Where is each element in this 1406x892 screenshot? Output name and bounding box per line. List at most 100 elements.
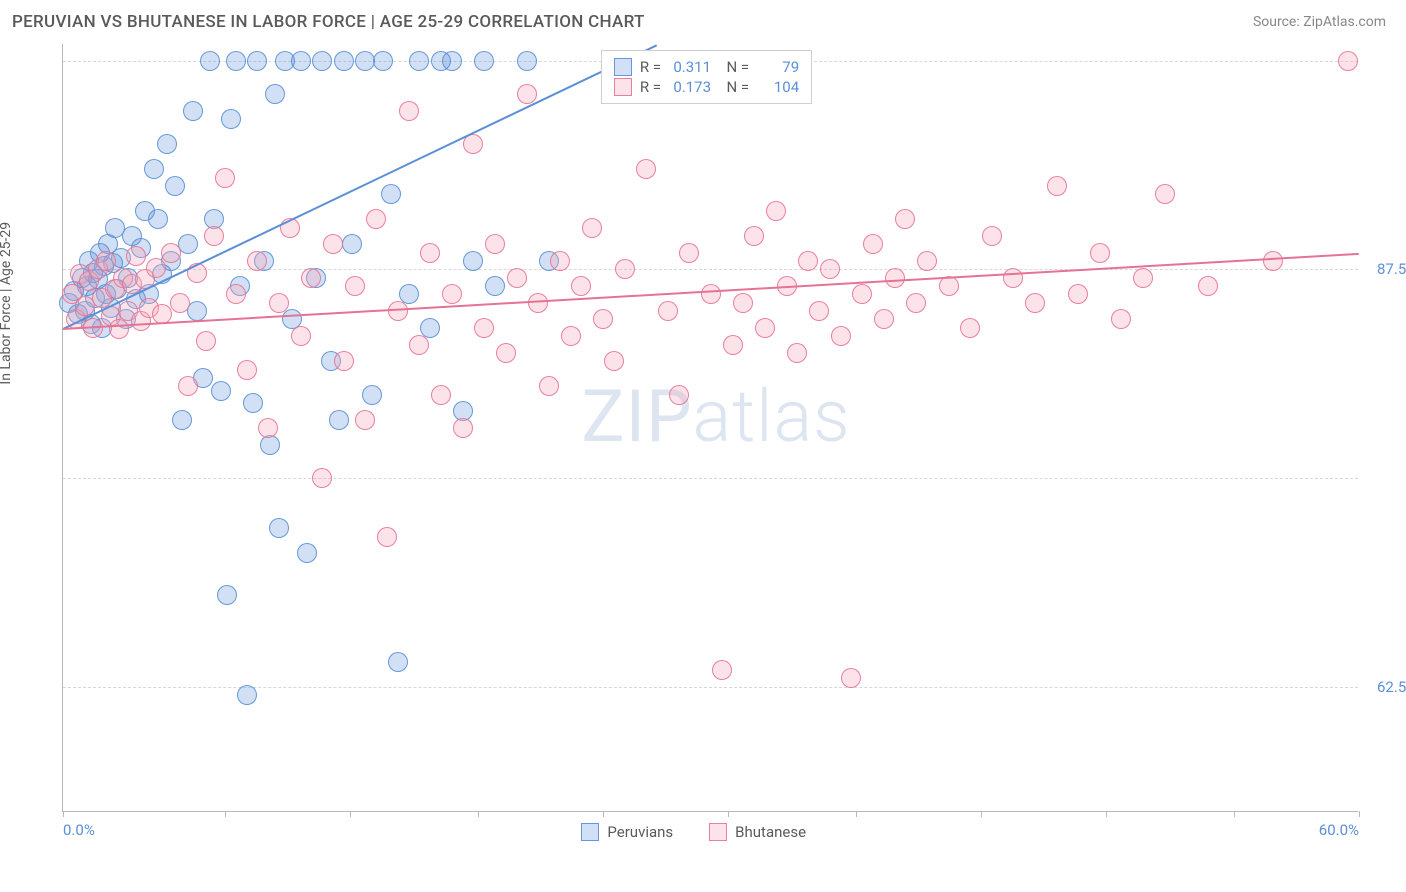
- data-point: [265, 84, 285, 104]
- stats-n-label: N =: [719, 58, 749, 76]
- stats-n-label: N =: [719, 78, 749, 96]
- data-point: [362, 385, 382, 405]
- x-tick: [1234, 811, 1235, 817]
- data-point: [144, 159, 164, 179]
- stats-r-value: 0.311: [669, 58, 711, 76]
- stats-row: R =0.311 N =79: [614, 57, 799, 77]
- data-point: [431, 385, 451, 405]
- data-point: [442, 284, 462, 304]
- data-point: [679, 243, 699, 263]
- data-point: [517, 51, 537, 71]
- legend-label: Peruvians: [607, 823, 673, 841]
- data-point: [399, 101, 419, 121]
- data-point: [146, 258, 166, 278]
- data-point: [474, 51, 494, 71]
- data-point: [237, 685, 257, 705]
- data-point: [211, 381, 231, 401]
- data-point: [1198, 276, 1218, 296]
- data-point: [1111, 309, 1131, 329]
- data-point: [496, 343, 516, 363]
- x-tick: [1106, 811, 1107, 817]
- data-point: [539, 376, 559, 396]
- data-point: [1047, 176, 1067, 196]
- watermark: ZIPatlas: [581, 374, 850, 459]
- data-point: [701, 284, 721, 304]
- y-axis-label: In Labor Force | Age 25-29: [0, 222, 14, 385]
- data-point: [960, 318, 980, 338]
- data-point: [1003, 268, 1023, 288]
- data-point: [96, 251, 116, 271]
- stats-r-label: R =: [640, 78, 661, 96]
- data-point: [148, 209, 168, 229]
- x-tick-label: 0.0%: [63, 821, 95, 839]
- data-point: [517, 84, 537, 104]
- data-point: [109, 319, 129, 339]
- data-point: [258, 418, 278, 438]
- data-point: [895, 209, 915, 229]
- data-point: [733, 293, 753, 313]
- data-point: [373, 51, 393, 71]
- data-point: [1263, 251, 1283, 271]
- data-point: [345, 276, 365, 296]
- correlation-chart: In Labor Force | Age 25-29 ZIPatlas62.5%…: [18, 44, 1384, 872]
- bottom-legend: Peruvians Bhutanese: [581, 823, 806, 841]
- legend-swatch: [709, 823, 727, 841]
- data-point: [237, 360, 257, 380]
- data-point: [658, 301, 678, 321]
- gridline: [63, 687, 1358, 688]
- data-point: [604, 351, 624, 371]
- stats-row: R =0.173 N =104: [614, 77, 799, 97]
- data-point: [377, 527, 397, 547]
- data-point: [863, 234, 883, 254]
- data-point: [582, 218, 602, 238]
- data-point: [1133, 268, 1153, 288]
- data-point: [820, 259, 840, 279]
- data-point: [712, 660, 732, 680]
- data-point: [157, 134, 177, 154]
- data-point: [200, 51, 220, 71]
- data-point: [381, 184, 401, 204]
- data-point: [841, 668, 861, 688]
- x-tick: [478, 811, 479, 817]
- legend-swatch: [581, 823, 599, 841]
- data-point: [178, 234, 198, 254]
- y-tick-label: 87.5%: [1377, 260, 1406, 278]
- data-point: [453, 418, 473, 438]
- data-point: [247, 51, 267, 71]
- data-point: [269, 293, 289, 313]
- legend-item: Peruvians: [581, 823, 673, 841]
- data-point: [1025, 293, 1045, 313]
- x-tick-label: 60.0%: [1319, 821, 1359, 839]
- data-point: [312, 51, 332, 71]
- x-tick: [63, 811, 64, 817]
- x-tick: [1359, 811, 1360, 817]
- data-point: [906, 293, 926, 313]
- data-point: [204, 226, 224, 246]
- data-point: [485, 234, 505, 254]
- data-point: [463, 251, 483, 271]
- data-point: [301, 268, 321, 288]
- data-point: [161, 243, 181, 263]
- data-point: [334, 51, 354, 71]
- data-point: [243, 393, 263, 413]
- data-point: [1338, 51, 1358, 71]
- legend-item: Bhutanese: [709, 823, 806, 841]
- data-point: [312, 468, 332, 488]
- data-point: [723, 335, 743, 355]
- gridline: [63, 478, 1358, 479]
- data-point: [409, 51, 429, 71]
- source-label: Source: ZipAtlas.com: [1253, 14, 1386, 30]
- x-tick: [225, 811, 226, 817]
- data-point: [787, 343, 807, 363]
- data-point: [196, 331, 216, 351]
- data-point: [507, 268, 527, 288]
- data-point: [388, 301, 408, 321]
- data-point: [982, 226, 1002, 246]
- legend-label: Bhutanese: [735, 823, 806, 841]
- plot-area: ZIPatlas62.5%87.5%0.0%60.0%R =0.311 N =7…: [62, 44, 1358, 812]
- data-point: [766, 201, 786, 221]
- data-point: [217, 585, 237, 605]
- data-point: [571, 276, 591, 296]
- data-point: [187, 301, 207, 321]
- data-point: [636, 159, 656, 179]
